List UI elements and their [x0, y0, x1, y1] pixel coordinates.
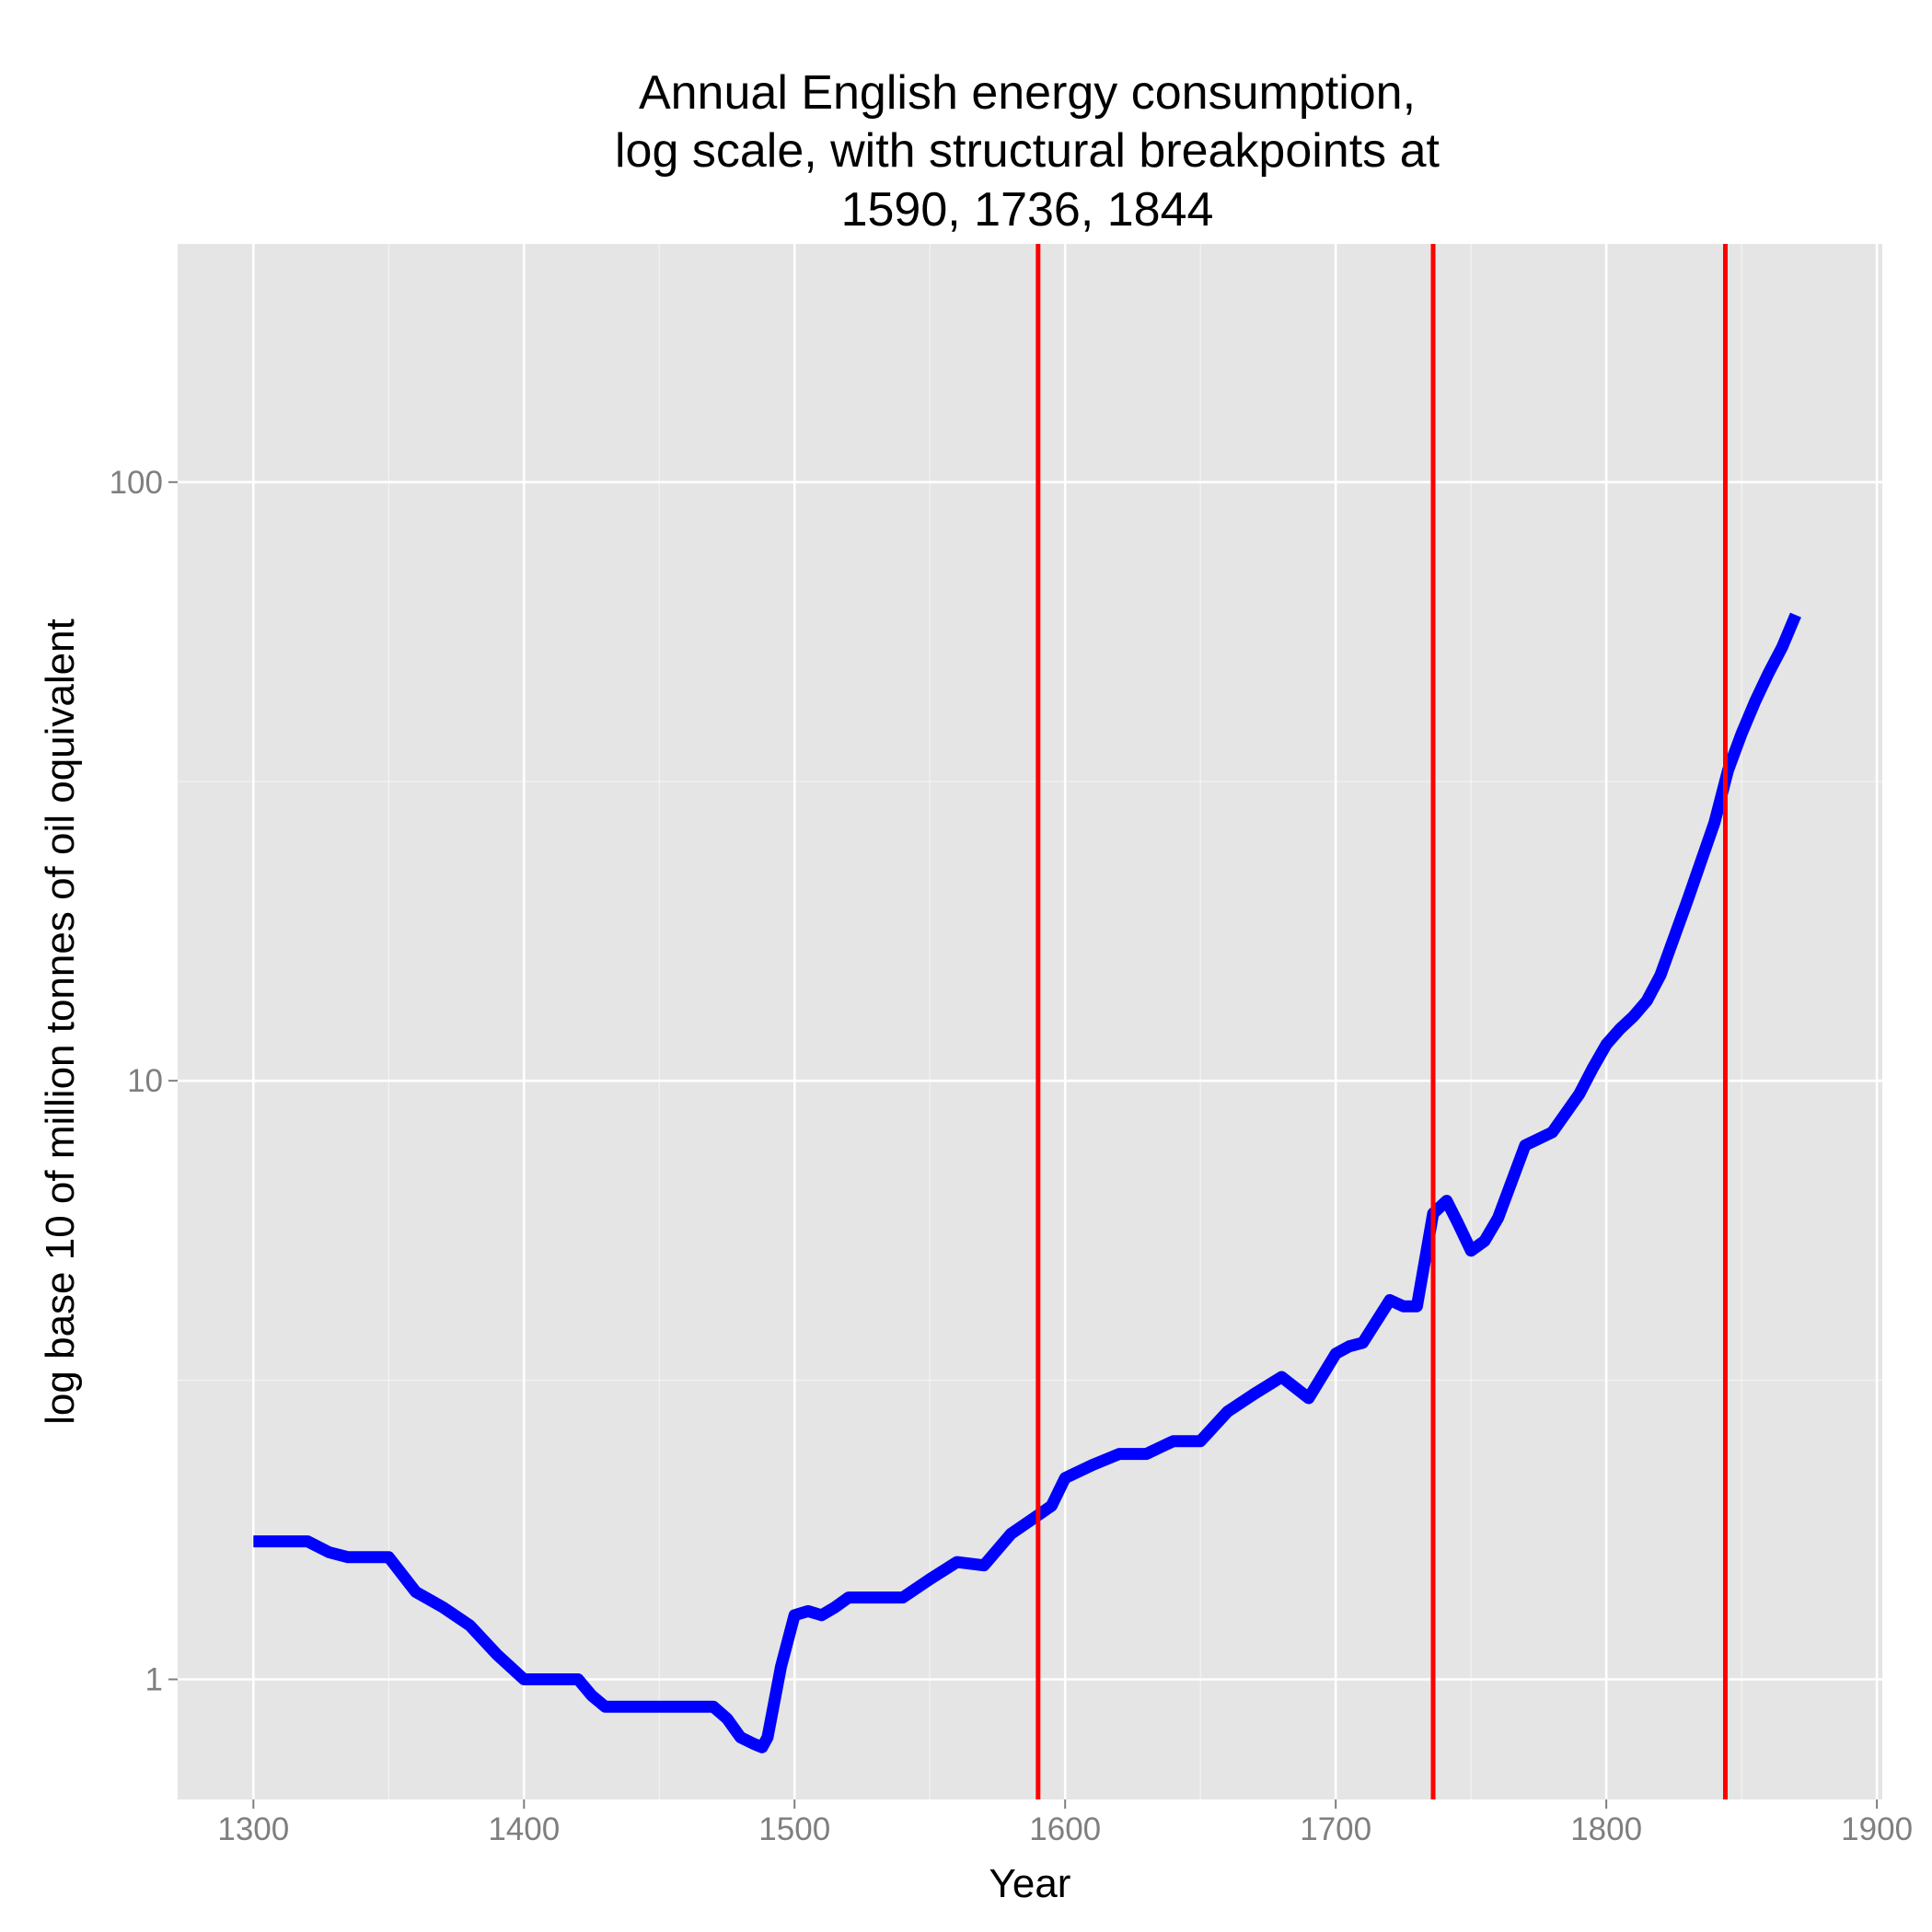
y-tick-label: 10: [127, 1063, 163, 1099]
gridlines: [178, 244, 1882, 1799]
chart-title: Annual English energy consumption, log s…: [615, 66, 1440, 237]
x-tick-label: 1600: [1029, 1811, 1101, 1847]
x-tick-label: 1900: [1841, 1811, 1913, 1847]
title-line-1: Annual English energy consumption,: [639, 66, 1416, 120]
x-tick-label: 1400: [488, 1811, 560, 1847]
x-axis: 1300 1400 1500 1600 1700 1800 1900: [217, 1799, 1913, 1847]
x-tick-label: 1300: [217, 1811, 289, 1847]
y-tick-label: 100: [110, 465, 163, 501]
series-layer: [253, 612, 1801, 1753]
y-axis-title: log base 10 of million tonnes of oil oqu…: [38, 619, 83, 1425]
y-axis: 1 10 100: [110, 465, 178, 1698]
x-tick-label: 1500: [758, 1811, 830, 1847]
plot-panel: [178, 244, 1882, 1799]
breakpoint-lines: [1035, 244, 1728, 1799]
title-line-2: log scale, with structural breakpoints a…: [615, 124, 1440, 178]
title-line-3: 1590, 1736, 1844: [841, 183, 1214, 237]
series-line-1: [253, 612, 1801, 1753]
y-tick-label: 1: [145, 1662, 163, 1698]
x-tick-label: 1800: [1570, 1811, 1642, 1847]
x-tick-label: 1700: [1300, 1811, 1371, 1847]
x-axis-title: Year: [989, 1861, 1071, 1906]
